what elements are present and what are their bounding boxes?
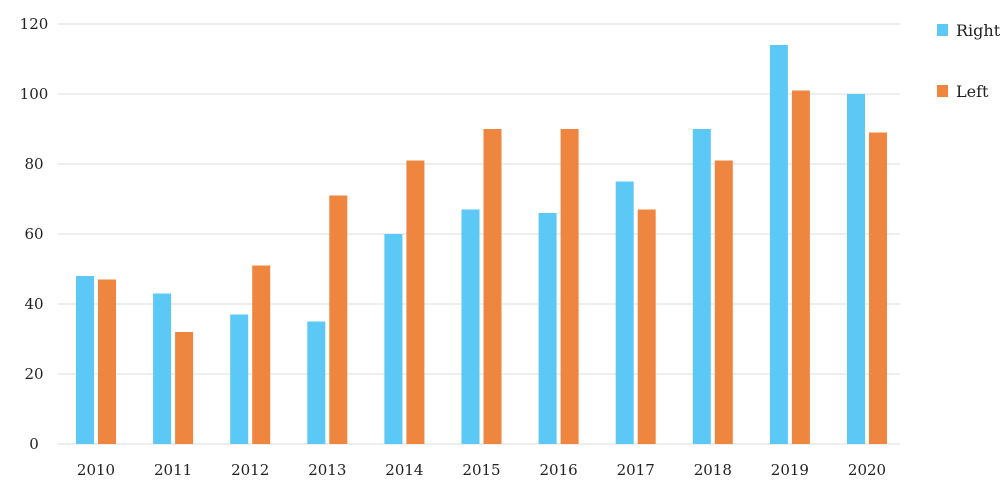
bar-right-2020 xyxy=(847,94,865,444)
bar-right-2012 xyxy=(230,314,249,444)
legend-swatch-right xyxy=(937,24,948,36)
y-tick-label: 60 xyxy=(24,225,43,243)
bar-left-2015 xyxy=(483,129,502,444)
y-tick-label: 20 xyxy=(24,365,43,383)
bar-right-2019 xyxy=(769,45,788,444)
bar-left-2017 xyxy=(637,209,656,444)
bar-left-2020 xyxy=(869,132,887,444)
x-tick-label: 2019 xyxy=(771,461,809,479)
legend-label-right: Right xyxy=(956,21,1000,40)
x-tick-label: 2010 xyxy=(77,461,115,479)
x-tick-label: 2017 xyxy=(617,461,655,479)
bar-right-2017 xyxy=(615,181,634,444)
x-tick-label: 2012 xyxy=(231,461,269,479)
y-tick-label: 100 xyxy=(20,85,49,103)
bar-right-2014 xyxy=(384,234,403,444)
legend-swatch-left xyxy=(937,85,948,97)
x-axis-tick-labels: 2010 2011 2012 2013 2014 2015 2016 2017 2018 2019… xyxy=(77,461,886,479)
legend: Right Left xyxy=(937,21,1000,101)
x-tick-label: 2014 xyxy=(385,461,423,479)
y-tick-label: 40 xyxy=(24,295,43,313)
x-tick-label: 2016 xyxy=(540,461,578,479)
bar-left-2016 xyxy=(560,129,579,444)
x-tick-label: 2020 xyxy=(848,461,886,479)
x-tick-label: 2013 xyxy=(308,461,346,479)
bar-right-2015 xyxy=(461,209,480,444)
x-tick-label: 2018 xyxy=(694,461,732,479)
bars xyxy=(76,45,887,444)
y-tick-label: 0 xyxy=(29,435,39,453)
bar-right-2010 xyxy=(76,276,94,444)
legend-label-left: Left xyxy=(956,82,989,101)
bar-right-2011 xyxy=(153,293,172,444)
y-axis-tick-labels: 0 20 40 60 80 100 120 xyxy=(20,15,49,453)
y-tick-label: 120 xyxy=(20,15,49,33)
bar-left-2011 xyxy=(175,332,194,444)
y-tick-label: 80 xyxy=(24,155,43,173)
bar-left-2010 xyxy=(98,279,116,444)
bar-left-2013 xyxy=(329,195,348,444)
x-tick-label: 2011 xyxy=(154,461,192,479)
bar-left-2012 xyxy=(252,265,271,444)
bar-left-2014 xyxy=(406,160,425,444)
bar-right-2013 xyxy=(307,321,326,444)
x-tick-label: 2015 xyxy=(462,461,500,479)
bar-right-2018 xyxy=(692,129,711,444)
bar-right-2016 xyxy=(538,213,557,444)
bar-left-2019 xyxy=(791,90,810,444)
bar-left-2018 xyxy=(714,160,733,444)
